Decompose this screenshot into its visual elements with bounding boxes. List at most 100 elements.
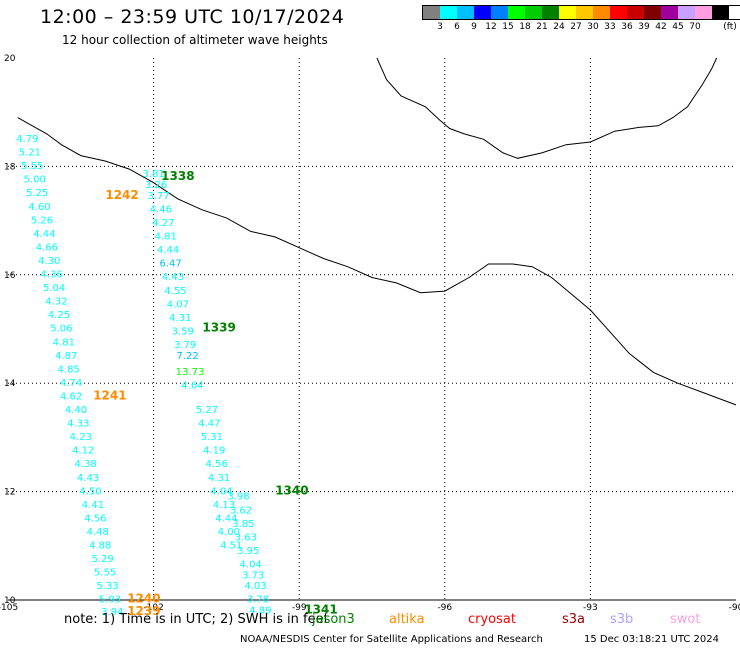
colorbar-tick-label: 18 xyxy=(519,22,531,32)
legend-s3b: s3b xyxy=(610,612,634,627)
footer-note: note: 1) Time is in UTC; 2) SWH is in fe… xyxy=(64,612,329,627)
wave-height-value: 5.93 xyxy=(99,595,121,606)
wave-height-value: 4.40 xyxy=(65,405,87,416)
colorbar-swatch xyxy=(678,6,695,19)
wave-height-value: 4.04 xyxy=(240,559,262,570)
wave-height-value: 5.04 xyxy=(43,283,65,294)
colorbar-swatch xyxy=(644,6,661,19)
latitude-tick-label: 14 xyxy=(4,379,16,389)
wave-height-value: 5.33 xyxy=(96,581,118,592)
legend-cryosat: cryosat xyxy=(468,612,516,627)
wave-height-value: 4.25 xyxy=(48,310,70,321)
wave-height-value: 13.73 xyxy=(176,367,205,378)
colorbar-tick-label: 45 xyxy=(672,22,684,32)
wave-height-observations: 4.79 5.21 5.55 5.00 5.25 4.60 5.26 4.44 4.66 4.30… xyxy=(16,134,271,618)
colorbar-unit: (ft) xyxy=(723,22,737,32)
colorbar-swatch xyxy=(525,6,542,19)
wave-height-value: 4.13 xyxy=(213,500,235,511)
wave-height-value: 4.81 xyxy=(53,337,75,348)
colorbar-tick-label: 6 xyxy=(454,22,460,32)
longitude-tick-label: -93 xyxy=(583,603,598,613)
wave-height-value: 4.04 xyxy=(210,486,232,497)
colorbar-swatch xyxy=(610,6,627,19)
wave-height-value: 3.79 xyxy=(174,340,196,351)
longitude-tick-label: -105 xyxy=(0,603,18,613)
pass-label-1338: 1338 xyxy=(161,169,194,183)
wave-height-value: 5.00 xyxy=(24,175,46,186)
pass-label-1241: 1241 xyxy=(93,388,126,402)
legend-jason3: jason3 xyxy=(312,612,355,627)
wave-height-value: 5.21 xyxy=(19,148,41,159)
wave-height-value: 4.74 xyxy=(60,378,82,389)
wave-height-value: 4.30 xyxy=(38,256,60,267)
legend-altika: altika xyxy=(389,612,425,627)
colorbar-tick-label: 30 xyxy=(587,22,599,32)
wave-height-value: 4.46 xyxy=(150,204,172,215)
longitude-tick-label: -99 xyxy=(292,603,307,613)
wave-height-value: 4.56 xyxy=(84,513,106,524)
wave-height-value: 4.44 xyxy=(157,245,179,256)
pass-label-1341: 1341 xyxy=(304,603,337,617)
pass-label-1240: 1240 xyxy=(127,592,160,606)
latitude-tick-label: 18 xyxy=(4,162,16,172)
colorbar-swatch xyxy=(508,6,525,19)
colorbar-swatch xyxy=(542,6,559,19)
wave-height-colorbar: 3 6 9 12 15 18 21 24 27 30 33 36 39 42 45 70 (ft) xyxy=(422,5,740,34)
latitude-tick-label: 10 xyxy=(4,596,16,606)
wave-height-value: 3.98 xyxy=(227,492,249,503)
wave-height-value: 4.62 xyxy=(60,391,82,402)
wave-height-value: 3.63 xyxy=(235,532,257,543)
map-title: 12:00 – 23:59 UTC 10/17/2024 xyxy=(40,6,345,28)
colorbar-tick-label: 21 xyxy=(536,22,548,32)
colorbar-labels: 3 6 9 12 15 18 21 24 27 30 33 36 39 42 45 70 (ft) xyxy=(422,20,740,34)
longitude-tick-label: -96 xyxy=(437,603,452,613)
wave-height-value: 4.00 xyxy=(218,527,240,538)
colorbar-tick-label: 36 xyxy=(621,22,633,32)
wave-height-value: 4.79 xyxy=(16,134,38,145)
wave-height-value: 4.19 xyxy=(203,446,225,457)
wave-height-value: 5.25 xyxy=(26,188,48,199)
colorbar-swatch xyxy=(712,6,729,19)
colorbar-tick-label: 9 xyxy=(471,22,477,32)
wave-height-value: 4.48 xyxy=(87,527,109,538)
coastline xyxy=(17,57,737,406)
wave-height-value: 4.27 xyxy=(152,218,174,229)
wave-height-value: 4.07 xyxy=(167,299,189,310)
colorbar-swatch xyxy=(627,6,644,19)
wave-height-value: 4.33 xyxy=(67,419,89,430)
wave-height-value: 6.47 xyxy=(159,259,181,270)
colorbar-tick-label: 12 xyxy=(485,22,497,32)
wave-height-value: 4.43 xyxy=(162,272,184,283)
colorbar-tick-label: 33 xyxy=(604,22,616,32)
colorbar-swatch xyxy=(593,6,610,19)
map-subtitle: 12 hour collection of altimeter wave hei… xyxy=(62,33,328,47)
wave-height-value: 4.64 xyxy=(181,381,203,392)
wave-height-value: 4.38 xyxy=(75,459,97,470)
latitude-tick-label: 16 xyxy=(4,271,16,281)
wave-height-value: 4.44 xyxy=(215,513,237,524)
wave-height-value: 4.43 xyxy=(77,473,99,484)
colorbar-swatch xyxy=(661,6,678,19)
colorbar-tick-label: 70 xyxy=(689,22,701,32)
wave-height-value: 5.55 xyxy=(21,161,43,172)
colorbar-tick-label: 42 xyxy=(655,22,667,32)
pacific-coastline xyxy=(17,117,737,406)
colorbar-swatch xyxy=(576,6,593,19)
colorbar-tick-label: 27 xyxy=(570,22,582,32)
wave-height-value: 4.60 xyxy=(28,202,50,213)
colorbar-tick-label: 3 xyxy=(437,22,443,32)
wave-height-value: 5.31 xyxy=(201,432,223,443)
wave-height-value: 3.78 xyxy=(247,595,269,606)
wave-height-value: 4.55 xyxy=(164,286,186,297)
longitude-tick-label: -102 xyxy=(143,603,163,613)
latitude-tick-label: 12 xyxy=(4,488,15,498)
wave-height-value: 7.22 xyxy=(176,351,198,362)
wave-height-value: 4.12 xyxy=(72,446,94,457)
colorbar-tick-label: 24 xyxy=(553,22,565,32)
pass-label-1339: 1339 xyxy=(202,321,235,335)
wave-height-value: 4.88 xyxy=(89,541,111,552)
colorbar-tick-label: 15 xyxy=(502,22,514,32)
wave-height-value: 3.62 xyxy=(230,505,252,516)
generated-timestamp: 15 Dec 03:18:21 UTC 2024 xyxy=(584,634,719,645)
